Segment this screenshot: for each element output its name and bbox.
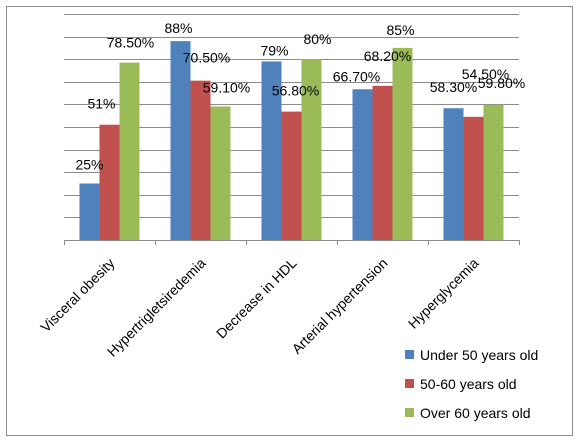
data-label: 80% — [303, 31, 331, 47]
legend-swatch — [405, 379, 414, 388]
legend-label: Under 50 years old — [420, 347, 538, 363]
legend-label: 50-60 years old — [420, 376, 517, 392]
gridlines — [64, 14, 519, 218]
data-label: 54.50% — [462, 66, 509, 82]
bar-50-60-years-old-0 — [99, 124, 120, 240]
data-label: 79% — [260, 42, 288, 58]
bar-over-60-years-old-1 — [210, 106, 231, 241]
legend-label: Over 60 years old — [420, 405, 531, 421]
legend-item: 50-60 years old — [405, 376, 517, 392]
bar-50-60-years-old-1 — [190, 80, 211, 240]
bar-50-60-years-old-4 — [463, 116, 484, 240]
data-label: 78.50% — [107, 35, 154, 51]
bar-under-50-years-old-1 — [170, 41, 191, 241]
bar-under-50-years-old-2 — [261, 61, 282, 241]
data-label: 59.80% — [478, 75, 525, 91]
data-label: 56.80% — [272, 83, 319, 99]
bar-over-60-years-old-4 — [483, 104, 504, 241]
legend-swatch — [405, 350, 414, 359]
bar-over-60-years-old-3 — [392, 47, 413, 241]
x-axis-ticks — [64, 240, 520, 245]
legend-swatch — [405, 408, 414, 417]
data-label: 59.10% — [203, 79, 250, 95]
legend-item: Under 50 years old — [405, 347, 538, 363]
data-label: 68.20% — [364, 48, 411, 64]
data-label: 66.70% — [333, 68, 380, 84]
bar-under-50-years-old-4 — [443, 108, 464, 240]
data-label: 88% — [164, 20, 192, 36]
bar-50-60-years-old-2 — [281, 111, 302, 240]
bar-over-60-years-old-0 — [119, 62, 140, 241]
legend-item: Over 60 years old — [405, 405, 531, 421]
bar-under-50-years-old-0 — [79, 183, 100, 240]
bar-under-50-years-old-3 — [352, 89, 373, 241]
data-label: 25% — [75, 157, 103, 173]
data-label: 85% — [386, 22, 414, 38]
data-label: 51% — [87, 96, 115, 112]
bar-50-60-years-old-3 — [372, 85, 393, 240]
data-labels: 25% 88% 79% 66.70% 58.30% 51% 70.50% 56.80% 68.2… — [75, 20, 525, 172]
data-label: 70.50% — [183, 50, 230, 66]
bars — [79, 41, 504, 241]
data-label: 58.30% — [430, 79, 477, 95]
bar-over-60-years-old-2 — [301, 59, 322, 241]
legend: Under 50 years old 50-60 years old Over 60… — [405, 347, 538, 421]
